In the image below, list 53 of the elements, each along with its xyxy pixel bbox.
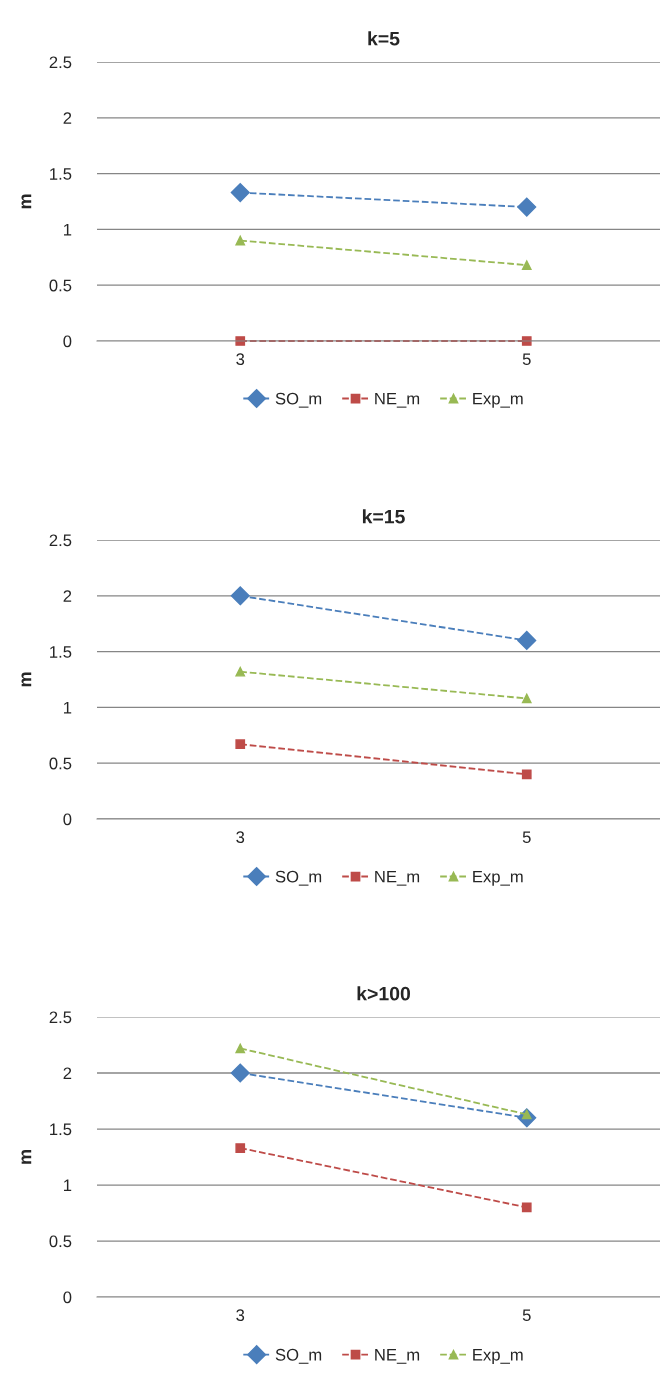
y-tick-label: 0 xyxy=(63,1291,72,1304)
legend-label: NE_m xyxy=(375,870,420,886)
y-tick-label: 1 xyxy=(64,1179,72,1192)
legend-label: Exp_m xyxy=(473,392,523,408)
y-tick-label: 2.5 xyxy=(49,56,72,69)
y-axis-title: m xyxy=(21,194,32,209)
y-tick-label: 1.5 xyxy=(50,1123,72,1136)
point xyxy=(230,586,250,606)
legend-label: SO_m xyxy=(275,870,322,886)
y-tick-label: 1 xyxy=(64,701,72,714)
y-tick-label: 2 xyxy=(63,1067,72,1080)
point xyxy=(517,197,537,217)
point xyxy=(235,739,246,750)
legend-label: NE_m xyxy=(375,392,420,408)
x-tick-label: 3 xyxy=(236,831,245,844)
point xyxy=(521,1202,532,1213)
y-tick-label: 0 xyxy=(63,335,72,348)
y-tick-label: 0.5 xyxy=(49,757,72,770)
point xyxy=(235,1043,246,1054)
x-tick-label: 3 xyxy=(236,1309,245,1322)
y-tick-label: 1.5 xyxy=(50,168,72,180)
point xyxy=(230,183,250,203)
legend-label: Exp_m xyxy=(473,1349,523,1364)
y-tick-label: 1.5 xyxy=(50,646,72,658)
chart-title: k=15 xyxy=(362,509,405,524)
point xyxy=(521,769,532,780)
y-tick-label: 2 xyxy=(63,590,72,602)
point xyxy=(235,1143,246,1153)
x-tick-label: 5 xyxy=(522,1309,531,1322)
y-tick-label: 0.5 xyxy=(49,1235,72,1248)
point xyxy=(230,1063,250,1083)
point xyxy=(235,235,246,246)
point xyxy=(235,666,246,677)
x-tick-label: 3 xyxy=(236,353,245,366)
y-axis-title: m xyxy=(21,1150,32,1164)
chart-title: k>100 xyxy=(357,986,411,1001)
y-axis-title: m xyxy=(21,672,32,687)
y-tick-label: 2.5 xyxy=(49,1011,72,1024)
y-tick-label: 1 xyxy=(64,223,72,236)
legend-label: SO_m xyxy=(275,392,322,408)
y-tick-label: 2 xyxy=(63,112,72,124)
point xyxy=(521,260,532,270)
point xyxy=(521,693,532,704)
y-tick-label: 0 xyxy=(63,813,72,826)
legend-label: Exp_m xyxy=(473,870,523,886)
chart-title: k=5 xyxy=(368,31,400,46)
x-tick-label: 5 xyxy=(522,831,531,844)
point xyxy=(517,630,537,650)
legend-label: NE_m xyxy=(375,1349,420,1364)
legend-label: SO_m xyxy=(275,1348,322,1364)
y-tick-label: 0.5 xyxy=(49,279,72,292)
y-tick-label: 2.5 xyxy=(49,534,72,547)
x-tick-label: 5 xyxy=(522,353,531,366)
